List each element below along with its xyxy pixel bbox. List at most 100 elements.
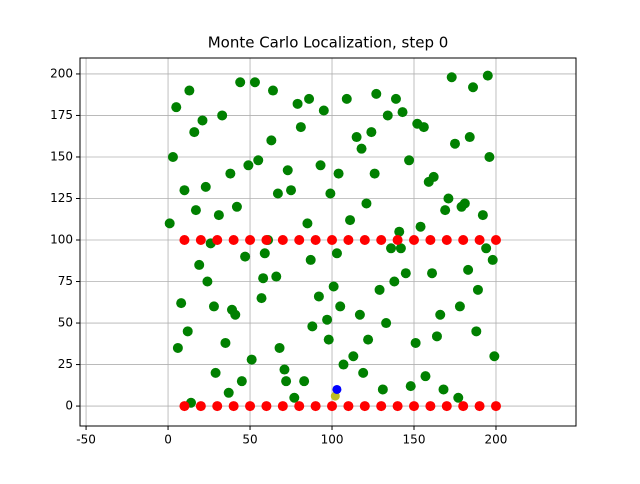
point bbox=[366, 127, 377, 138]
point bbox=[307, 321, 318, 332]
point bbox=[327, 235, 338, 246]
point bbox=[371, 88, 382, 99]
point bbox=[228, 401, 239, 412]
point bbox=[184, 85, 195, 96]
point bbox=[409, 401, 420, 412]
point bbox=[381, 318, 392, 329]
point bbox=[292, 98, 303, 109]
point bbox=[294, 235, 305, 246]
point bbox=[409, 235, 420, 246]
point bbox=[333, 168, 344, 179]
point bbox=[230, 309, 241, 320]
point bbox=[338, 359, 349, 370]
point bbox=[272, 188, 283, 199]
point bbox=[397, 107, 408, 118]
point bbox=[363, 334, 374, 345]
point bbox=[343, 401, 354, 412]
point bbox=[332, 384, 342, 394]
point bbox=[208, 301, 219, 312]
point bbox=[351, 132, 362, 143]
point bbox=[482, 70, 493, 81]
point bbox=[323, 334, 334, 345]
point bbox=[261, 235, 272, 246]
point bbox=[279, 364, 290, 375]
point bbox=[217, 110, 228, 121]
point bbox=[189, 127, 200, 138]
point bbox=[200, 181, 211, 192]
point bbox=[425, 401, 436, 412]
point bbox=[435, 309, 446, 320]
point bbox=[481, 243, 492, 254]
point bbox=[359, 235, 370, 246]
point bbox=[179, 401, 190, 412]
point bbox=[438, 384, 449, 395]
point bbox=[271, 271, 282, 282]
chart-title: Monte Carlo Localization, step 0 bbox=[208, 34, 449, 52]
point bbox=[267, 85, 278, 96]
x-tick-label: 200 bbox=[485, 433, 508, 447]
point bbox=[335, 301, 346, 312]
point bbox=[295, 122, 306, 133]
point bbox=[313, 291, 324, 302]
point bbox=[389, 276, 400, 287]
y-tick-label: 0 bbox=[65, 399, 73, 413]
plot-frame bbox=[79, 57, 577, 427]
point bbox=[164, 218, 175, 229]
point bbox=[464, 132, 475, 143]
point bbox=[195, 401, 206, 412]
point bbox=[427, 268, 438, 279]
point bbox=[212, 401, 223, 412]
point bbox=[228, 235, 239, 246]
point bbox=[468, 82, 479, 93]
point bbox=[245, 235, 256, 246]
point bbox=[259, 248, 270, 259]
point bbox=[212, 235, 223, 246]
point bbox=[235, 77, 246, 88]
point bbox=[454, 301, 465, 312]
point bbox=[331, 248, 342, 259]
point bbox=[477, 210, 488, 221]
point bbox=[374, 284, 385, 295]
point bbox=[443, 193, 454, 204]
point bbox=[382, 110, 393, 121]
point bbox=[261, 401, 272, 412]
point bbox=[343, 235, 354, 246]
point bbox=[223, 387, 234, 398]
y-tick-label: 125 bbox=[50, 191, 73, 205]
point bbox=[179, 185, 190, 196]
point bbox=[246, 354, 257, 365]
point bbox=[322, 314, 333, 325]
point bbox=[231, 201, 242, 212]
y-tick-label: 175 bbox=[50, 108, 73, 122]
point bbox=[299, 376, 310, 387]
point bbox=[289, 392, 300, 403]
point bbox=[195, 235, 206, 246]
point bbox=[341, 93, 352, 104]
point bbox=[490, 235, 501, 246]
point bbox=[249, 77, 260, 88]
point bbox=[325, 188, 336, 199]
point bbox=[377, 384, 388, 395]
point bbox=[213, 210, 224, 221]
point bbox=[446, 72, 457, 83]
point bbox=[440, 205, 451, 216]
y-tick-label: 200 bbox=[50, 66, 73, 80]
point bbox=[281, 376, 292, 387]
point bbox=[310, 401, 321, 412]
point bbox=[489, 351, 500, 362]
point bbox=[456, 201, 467, 212]
point bbox=[179, 235, 190, 246]
point bbox=[282, 165, 293, 176]
point bbox=[236, 376, 247, 387]
point bbox=[274, 342, 285, 353]
point bbox=[463, 264, 474, 275]
point bbox=[376, 235, 387, 246]
point bbox=[266, 135, 277, 146]
point bbox=[361, 198, 372, 209]
point bbox=[202, 276, 213, 287]
point bbox=[345, 215, 356, 226]
point bbox=[256, 293, 267, 304]
point bbox=[286, 185, 297, 196]
point bbox=[194, 259, 205, 270]
x-tick-label: 50 bbox=[242, 433, 257, 447]
